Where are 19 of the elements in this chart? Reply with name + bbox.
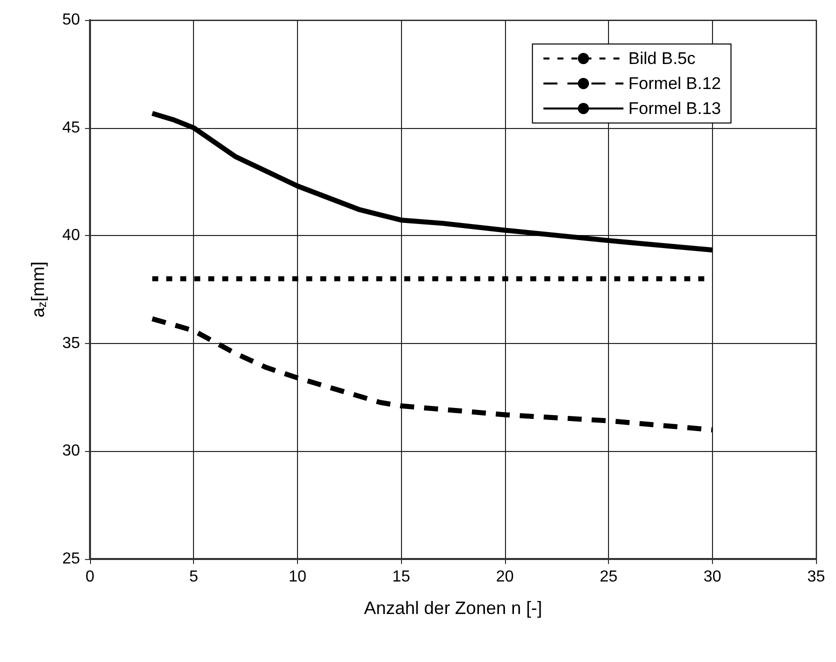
x-tick-label: 10 [288, 568, 306, 586]
y-tick-label: 30 [62, 442, 80, 460]
x-tick-label: 5 [189, 568, 198, 586]
legend-label: Bild B.5c [628, 49, 696, 68]
x-tick-label: 15 [392, 568, 410, 586]
legend-label: Formel B.13 [628, 99, 722, 118]
x-tick-label: 20 [496, 568, 514, 586]
y-tick-label: 35 [62, 334, 80, 352]
y-axis-title: az[mm] [28, 261, 49, 318]
legend-label: Formel B.12 [628, 74, 722, 93]
x-axis-title: Anzahl der Zonen n [-] [364, 598, 542, 618]
y-tick-label: 45 [62, 119, 80, 136]
x-tick-label: 35 [807, 568, 826, 586]
y-tick-label: 50 [62, 12, 80, 28]
x-tick-label: 30 [703, 568, 722, 586]
x-tick-label: 25 [600, 568, 618, 586]
x-tick-label: 0 [86, 568, 95, 586]
y-tick-label: 40 [62, 227, 80, 244]
y-tick-label: 25 [62, 550, 80, 568]
